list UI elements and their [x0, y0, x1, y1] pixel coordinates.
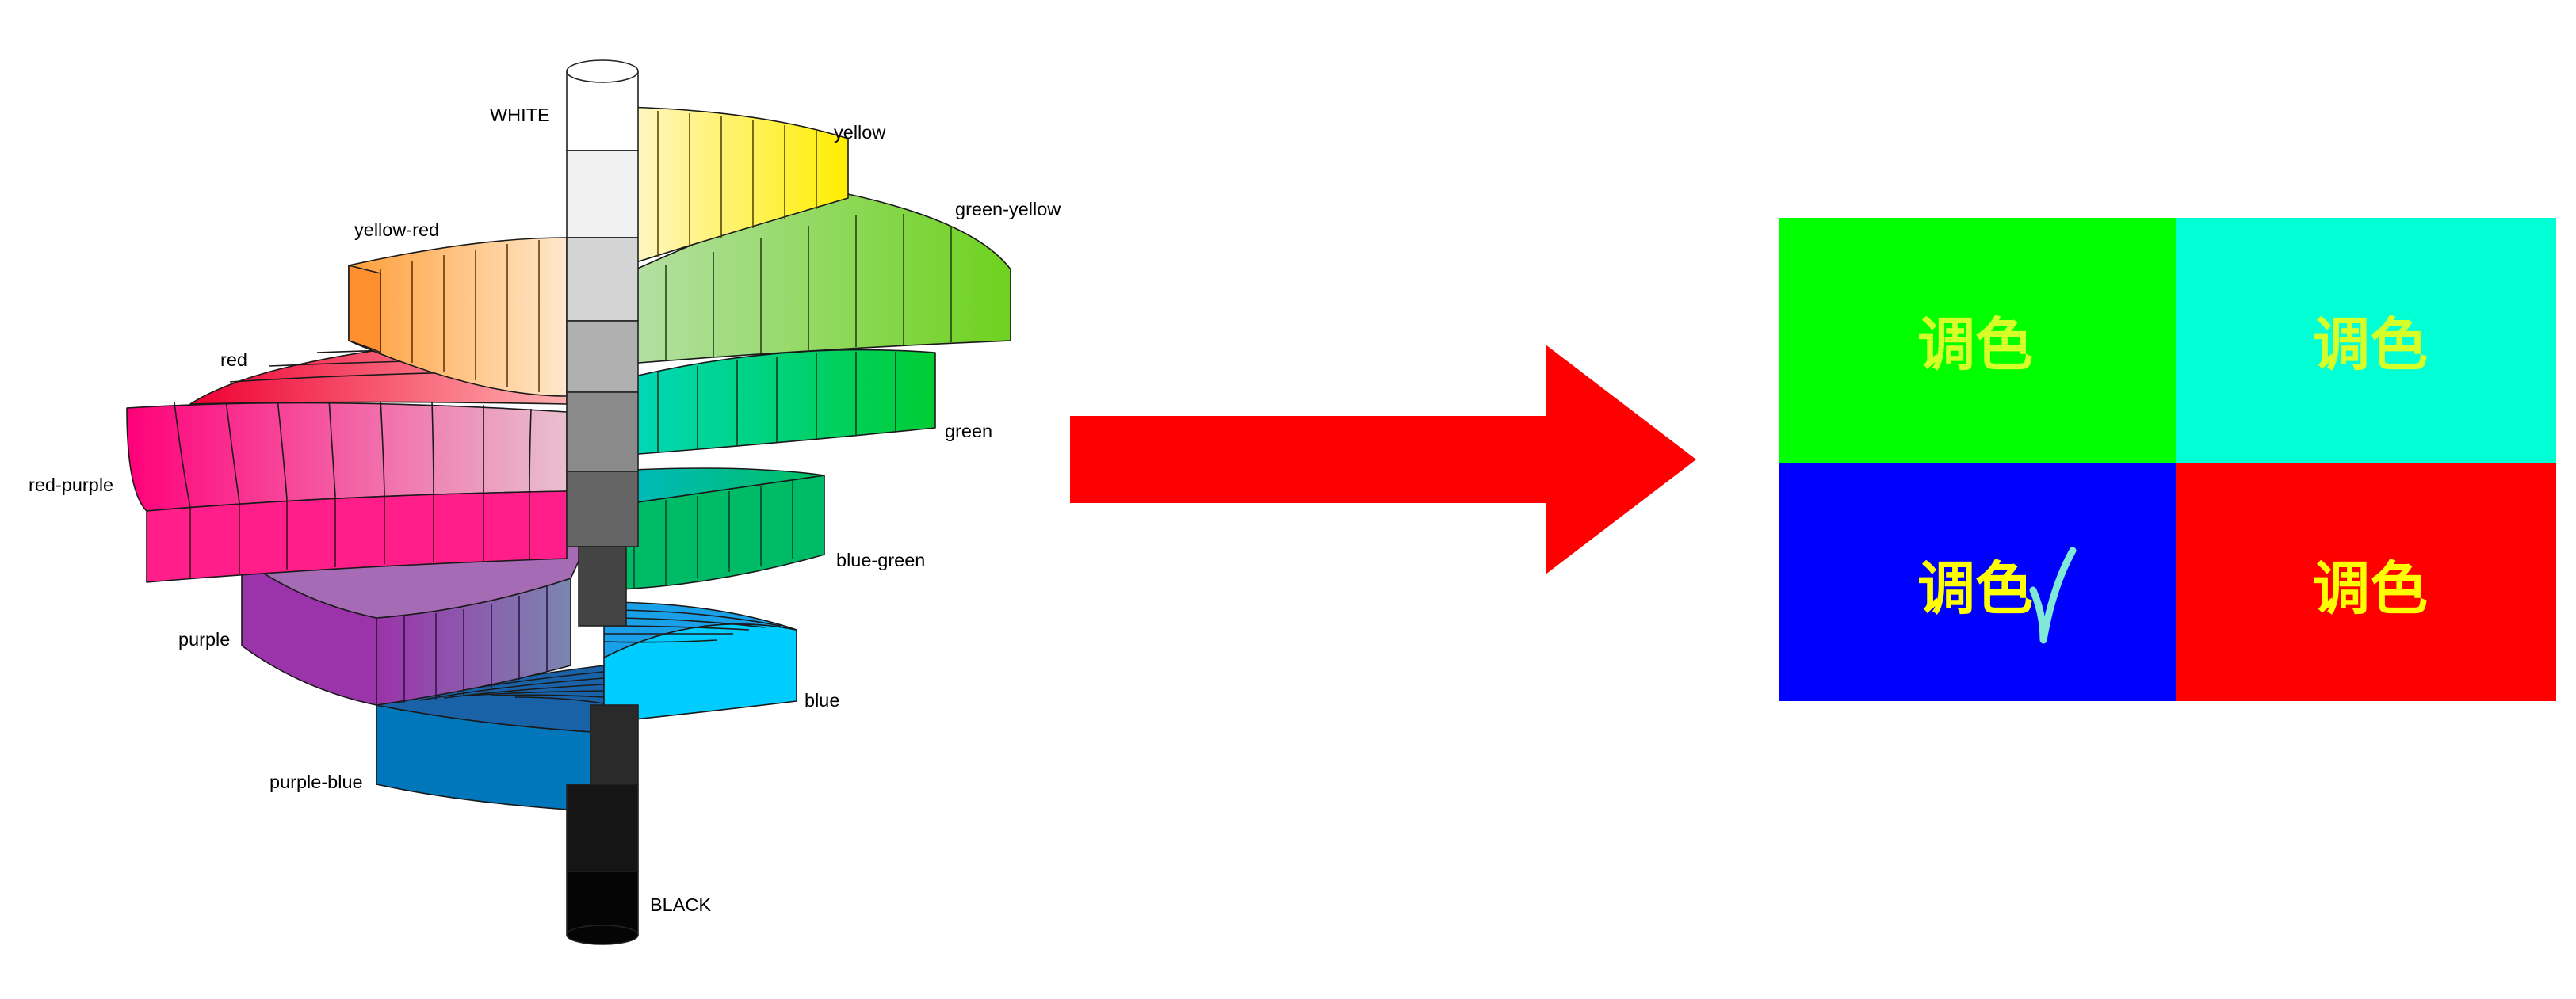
palette-cell-text: 调色 [2312, 555, 2428, 623]
right-arrow-icon [1070, 345, 1696, 574]
label-red: red [220, 349, 247, 370]
wedge-yellow [625, 106, 849, 266]
palette-cell-text: 调色 [1917, 311, 2033, 379]
palette-cell-text: 调色 [1917, 555, 2033, 623]
label-red-purple: red-purple [29, 475, 113, 495]
label-green: green [945, 421, 992, 441]
wedge-purple-blue [376, 665, 605, 813]
value-axis-cylinder [566, 59, 639, 945]
check-icon [2029, 547, 2077, 644]
label-yellow-red: yellow-red [354, 219, 439, 240]
wedge-blue [603, 601, 797, 723]
wedge-yellow-red [348, 237, 568, 397]
palette-cell-blue[interactable] [1779, 463, 2176, 701]
label-white: WHITE [490, 105, 550, 125]
label-blue-green: blue-green [836, 550, 925, 570]
wedge-red-purple [126, 398, 568, 583]
palette-cell-green[interactable] [1779, 218, 2176, 463]
palette-grid: 调色 调色 调色 调色 [1779, 218, 2556, 701]
palette-cell-cyan[interactable] [2176, 218, 2556, 463]
palette-cell-text: 调色 [2312, 311, 2428, 379]
wedge-green [617, 349, 936, 456]
color-solid: WHITE BLACK yellow green-yellow yellow-r… [29, 59, 1061, 945]
label-black: BLACK [650, 894, 711, 915]
label-yellow: yellow [834, 122, 886, 143]
label-green-yellow: green-yellow [955, 199, 1061, 219]
palette-cell-red[interactable] [2176, 463, 2556, 701]
label-blue: blue [805, 690, 839, 711]
label-purple: purple [178, 629, 230, 650]
label-purple-blue: purple-blue [269, 772, 363, 792]
